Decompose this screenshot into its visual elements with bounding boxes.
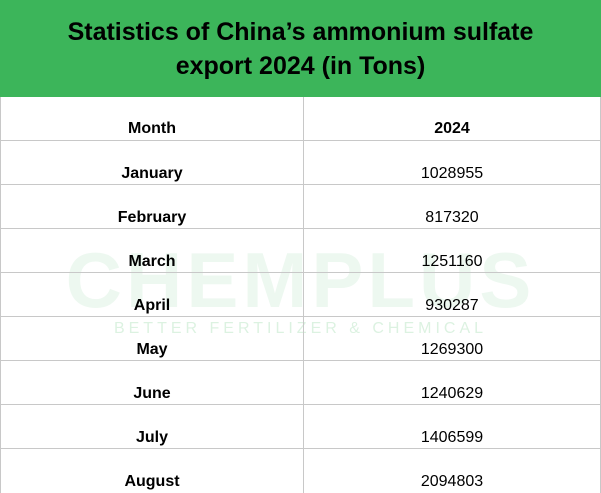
title-line: export 2024 (in Tons) xyxy=(175,51,426,80)
month-cell: April xyxy=(0,273,303,317)
month-cell: May xyxy=(0,317,303,361)
value-cell: 2094803 xyxy=(303,449,601,493)
table-row: January 1028955 xyxy=(0,141,601,185)
value-cell: 1028955 xyxy=(303,141,601,185)
table-row: May 1269300 xyxy=(0,317,601,361)
table-row: August 2094803 xyxy=(0,449,601,493)
table-row: March 1251160 xyxy=(0,229,601,273)
value-cell: 1251160 xyxy=(303,229,601,273)
table-row: April 930287 xyxy=(0,273,601,317)
month-cell: August xyxy=(0,449,303,493)
month-cell: February xyxy=(0,185,303,229)
column-header: 2024 xyxy=(303,97,601,141)
table: Month 2024 January 1028955 February 817320 M… xyxy=(0,97,601,493)
value-cell: 1406599 xyxy=(303,405,601,449)
month-cell: March xyxy=(0,229,303,273)
value-cell: 930287 xyxy=(303,273,601,317)
value-cell: 1269300 xyxy=(303,317,601,361)
table-row: June 1240629 xyxy=(0,361,601,405)
header-row: Month 2024 xyxy=(0,97,601,141)
table-row: February 817320 xyxy=(0,185,601,229)
value-cell: 1240629 xyxy=(303,361,601,405)
month-cell: January xyxy=(0,141,303,185)
title-line: Statistics of China’s ammonium sulfate xyxy=(67,17,534,46)
table-row: July 1406599 xyxy=(0,405,601,449)
title-banner: Statistics of China’s ammonium sulfate e… xyxy=(0,0,601,97)
month-cell: June xyxy=(0,361,303,405)
value-cell: 817320 xyxy=(303,185,601,229)
month-cell: July xyxy=(0,405,303,449)
column-header: Month xyxy=(0,97,303,141)
